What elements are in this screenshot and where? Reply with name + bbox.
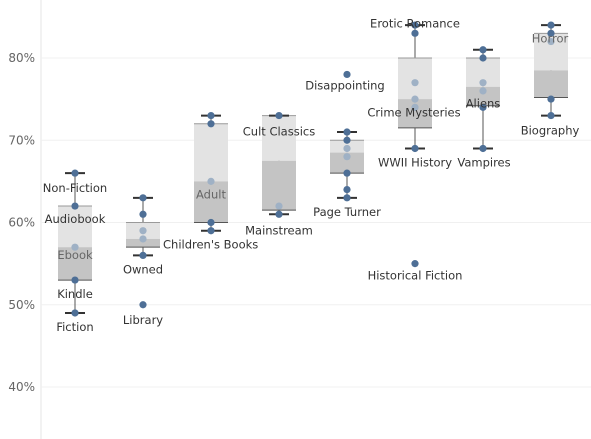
data-point — [479, 144, 487, 153]
data-point — [71, 202, 79, 210]
box-upper — [194, 123, 228, 182]
point-label: Page Turner — [313, 205, 381, 219]
box-lower — [58, 247, 92, 281]
data-point — [343, 169, 351, 177]
point-label: Kindle — [57, 287, 93, 301]
data-point — [547, 37, 555, 46]
data-point — [207, 177, 215, 185]
point-label: WWII History — [378, 155, 452, 169]
data-point — [343, 128, 351, 136]
data-point — [275, 111, 283, 120]
point-label: Ebook — [57, 248, 93, 262]
y-tick-label: 50% — [8, 298, 35, 312]
box-lower — [262, 160, 296, 211]
point-label: Crime Mysteries — [367, 105, 460, 119]
point-label: Fiction — [56, 320, 93, 334]
data-point — [139, 194, 147, 202]
point-label: Non-Fiction — [43, 181, 107, 195]
y-tick-label: 40% — [8, 380, 35, 394]
data-point — [411, 29, 419, 37]
y-tick-label: 60% — [8, 216, 35, 230]
point-label: Vampires — [457, 155, 510, 169]
data-point — [479, 87, 487, 95]
point-label: Historical Fiction — [368, 269, 463, 283]
box-upper — [398, 58, 432, 100]
box-lower — [330, 152, 364, 174]
data-point — [479, 79, 487, 87]
point-label: Children's Books — [163, 238, 258, 252]
data-point — [479, 46, 487, 54]
box-lower — [126, 238, 160, 248]
box-upper — [58, 206, 92, 248]
point-label: Audiobook — [45, 212, 106, 226]
data-point — [207, 227, 215, 235]
data-point — [479, 54, 487, 62]
point-label: Disappointing — [305, 78, 385, 92]
data-point — [139, 227, 147, 235]
data-point — [343, 186, 351, 194]
data-point — [547, 29, 555, 37]
data-point — [411, 21, 419, 29]
point-label: Mainstream — [245, 223, 313, 237]
data-point — [139, 251, 147, 259]
box-lower — [534, 70, 568, 98]
data-point — [207, 218, 215, 227]
box-upper — [262, 115, 296, 161]
data-point — [343, 194, 351, 202]
data-point — [547, 95, 555, 103]
data-point — [547, 21, 555, 29]
point-label: Erotic Romance — [370, 16, 460, 30]
point-label: Aliens — [466, 96, 501, 110]
box-lower — [194, 181, 228, 223]
point-label: Adult — [196, 187, 226, 201]
data-point — [207, 120, 215, 128]
data-point — [411, 260, 419, 268]
data-point — [547, 111, 555, 120]
y-tick-label: 80% — [8, 51, 35, 65]
data-point — [275, 210, 283, 218]
point-label: Owned — [123, 262, 163, 276]
data-point — [207, 111, 215, 120]
data-point — [411, 95, 419, 103]
data-point — [139, 235, 147, 243]
data-point — [139, 301, 147, 309]
data-point — [411, 103, 419, 111]
data-point — [71, 243, 79, 251]
point-label: Biography — [521, 124, 580, 138]
data-point — [275, 202, 283, 210]
y-tick-label: 70% — [8, 133, 35, 147]
data-point — [343, 144, 351, 153]
data-point — [71, 276, 79, 284]
data-point — [343, 136, 351, 144]
data-point — [71, 169, 79, 177]
data-point — [343, 70, 351, 79]
data-point — [479, 103, 487, 111]
point-label: Library — [123, 313, 163, 327]
point-label: Horror — [532, 32, 569, 46]
data-point — [411, 79, 419, 87]
data-point — [139, 210, 147, 218]
data-point — [343, 153, 351, 161]
point-label: Cult Classics — [243, 125, 315, 139]
data-point — [71, 309, 79, 317]
box-lower — [466, 86, 500, 106]
data-point — [411, 144, 419, 153]
